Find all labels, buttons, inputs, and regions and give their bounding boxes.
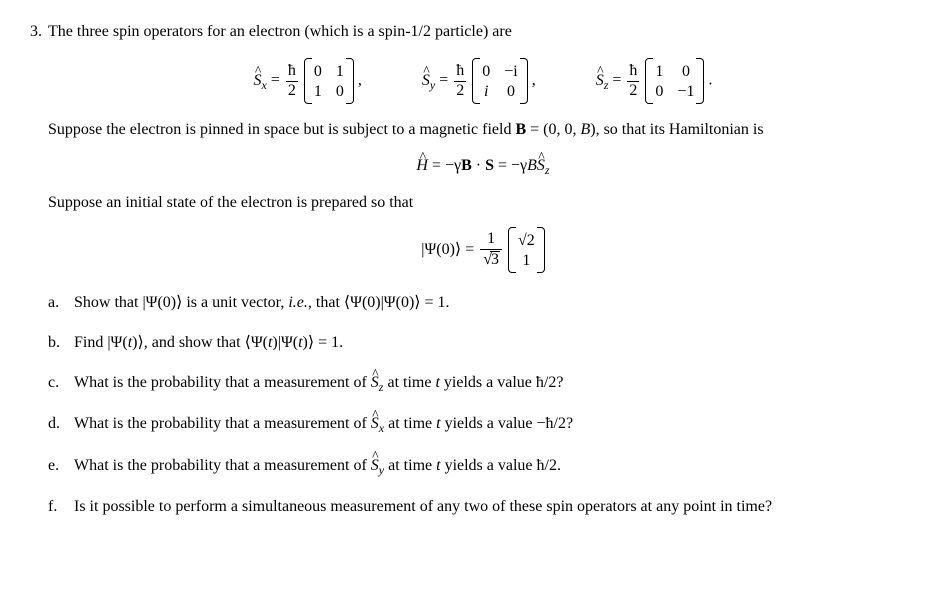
hbar: ħ — [454, 63, 466, 82]
m: 0 — [336, 80, 344, 104]
part-b: b. Find |Ψ(t)⟩, and show that ⟨Ψ(t)|Ψ(t)… — [48, 331, 918, 355]
t: )⟩, and show that ⟨Ψ( — [132, 334, 268, 351]
problem-content: The three spin operators for an electron… — [48, 20, 918, 535]
part-letter: a. — [48, 291, 66, 315]
t: ), so that its Hamiltonian is — [590, 121, 763, 138]
t: = −γ — [494, 157, 527, 174]
part-letter: b. — [48, 331, 66, 355]
hamiltonian-eq: H = −γB · S = −γBSz — [48, 154, 918, 179]
hbar: ħ — [627, 63, 639, 82]
sx-symbol: S — [254, 69, 262, 93]
H-hat: H — [416, 154, 428, 178]
problem-number: 3. — [30, 20, 42, 535]
t: )⟩ = 1. — [303, 334, 344, 351]
psi0-vector: √2 1 — [508, 227, 545, 273]
ie: i.e. — [288, 294, 308, 311]
t: at time — [383, 374, 435, 391]
sz-symbol: S — [596, 69, 604, 93]
Sz-sub: z — [545, 163, 550, 177]
t: = (0, 0, — [526, 121, 580, 138]
Sz-hat: S — [537, 154, 545, 178]
sqrt3: √3 — [480, 250, 502, 269]
m: 0 — [655, 80, 663, 104]
m: i — [484, 80, 488, 104]
part-d: d. What is the probability that a measur… — [48, 412, 918, 437]
part-text: What is the probability that a measureme… — [74, 371, 563, 396]
t: at time — [384, 415, 436, 432]
t: = −γ — [428, 157, 461, 174]
sz-matrix: 1 0 0 −1 — [645, 58, 704, 104]
t: · — [472, 157, 485, 174]
sy-symbol: S — [422, 69, 430, 93]
one: 1 — [480, 231, 502, 250]
B-vec: B — [461, 157, 472, 174]
t: , that ⟨Ψ(0)|Ψ(0)⟩ = 1. — [308, 294, 450, 311]
part-letter: d. — [48, 412, 66, 437]
sx-matrix: 0 1 1 0 — [304, 58, 354, 104]
op: S — [371, 454, 379, 478]
t: Find |Ψ( — [74, 334, 128, 351]
spin-operators-row: Sx = ħ 2 0 1 1 0 , Sy = — [48, 58, 918, 104]
subparts: a. Show that |Ψ(0)⟩ is a unit vector, i.… — [48, 291, 918, 519]
m: 1 — [314, 80, 322, 104]
part-text: Is it possible to perform a simultaneous… — [74, 495, 772, 519]
t: What is the probability that a measureme… — [74, 457, 371, 474]
t: yields a value −ħ/2? — [441, 415, 574, 432]
part-letter: e. — [48, 454, 66, 479]
part-text: Show that |Ψ(0)⟩ is a unit vector, i.e.,… — [74, 291, 450, 315]
part-c: c. What is the probability that a measur… — [48, 371, 918, 396]
sy-equation: Sy = ħ 2 0 −i i 0 , — [422, 58, 536, 104]
m: −1 — [677, 80, 694, 104]
part-text: What is the probability that a measureme… — [74, 412, 573, 437]
S-vec: S — [485, 157, 494, 174]
psi0-eq: |Ψ(0)⟩ = 1 √3 √2 1 — [48, 227, 918, 273]
sz-equation: Sz = ħ 2 1 0 0 −1 . — [596, 58, 713, 104]
part-e: e. What is the probability that a measur… — [48, 454, 918, 479]
sy-sub: y — [430, 78, 435, 92]
vec-B: B — [515, 121, 526, 138]
B-ital: B — [580, 121, 590, 138]
sx-sub: x — [262, 78, 267, 92]
t: What is the probability that a measureme… — [74, 374, 371, 391]
part-letter: c. — [48, 371, 66, 396]
hbar: ħ — [286, 63, 298, 82]
sy-matrix: 0 −i i 0 — [472, 58, 527, 104]
two: 2 — [286, 82, 298, 100]
t: )|Ψ( — [272, 334, 298, 351]
sx-equation: Sx = ħ 2 0 1 1 0 , — [254, 58, 362, 104]
problem-3: 3. The three spin operators for an elect… — [30, 20, 918, 535]
two: 2 — [454, 82, 466, 100]
t: Suppose the electron is pinned in space … — [48, 121, 515, 138]
t: yields a value ħ/2? — [440, 374, 564, 391]
suppose-field-text: Suppose the electron is pinned in space … — [48, 118, 918, 142]
part-text: Find |Ψ(t)⟩, and show that ⟨Ψ(t)|Ψ(t)⟩ =… — [74, 331, 343, 355]
two: 2 — [627, 82, 639, 100]
sz-sub: z — [604, 78, 609, 92]
op: S — [371, 371, 379, 395]
part-a: a. Show that |Ψ(0)⟩ is a unit vector, i.… — [48, 291, 918, 315]
t: What is the probability that a measureme… — [74, 415, 371, 432]
B-ital: B — [527, 157, 537, 174]
intro-text: The three spin operators for an electron… — [48, 20, 918, 44]
t: at time — [384, 457, 436, 474]
op: S — [371, 412, 379, 436]
part-letter: f. — [48, 495, 66, 519]
part-text: What is the probability that a measureme… — [74, 454, 561, 479]
v: 1 — [522, 249, 530, 273]
part-f: f. Is it possible to perform a simultane… — [48, 495, 918, 519]
m: 0 — [507, 80, 515, 104]
t: Show that |Ψ(0)⟩ is a unit vector, — [74, 294, 288, 311]
psi0-lhs: |Ψ(0)⟩ = — [421, 241, 478, 258]
t: yields a value ħ/2. — [441, 457, 561, 474]
suppose-initial-text: Suppose an initial state of the electron… — [48, 191, 918, 215]
